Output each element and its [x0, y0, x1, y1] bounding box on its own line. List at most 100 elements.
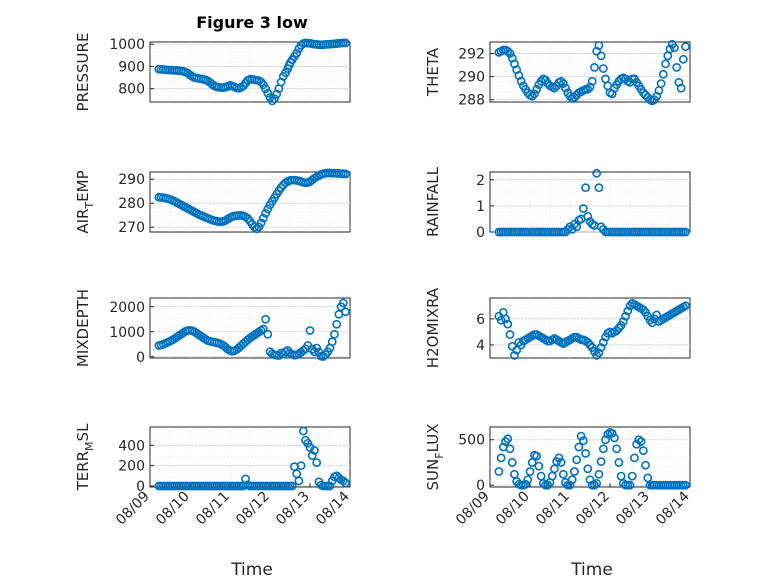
y-tick-label: 2: [476, 173, 485, 189]
data-point: [341, 307, 350, 317]
data-point: [596, 51, 606, 61]
data-point: [274, 351, 284, 360]
data-point: [530, 89, 539, 99]
y-tick-label: 290: [458, 70, 485, 86]
data-point: [661, 59, 670, 69]
y-tick-label: 0: [476, 478, 485, 494]
y-tick-label: 500: [458, 433, 485, 449]
data-point: [567, 475, 577, 485]
y-tick-label: 200: [118, 459, 145, 475]
data-point: [332, 319, 342, 329]
data-point: [681, 480, 690, 490]
data-point: [505, 330, 515, 339]
data-point: [672, 62, 682, 72]
y-tick-label: 800: [118, 82, 145, 98]
data-point: [503, 319, 513, 329]
subplot-terr_msl: 0 200 400 08/09 08/10 08/11 08/12 08/13 08/14 Tim…: [74, 423, 353, 580]
data-point: [592, 478, 602, 488]
data-point: [312, 343, 322, 353]
y-axis-label-rest: SL: [74, 423, 92, 442]
data-point: [572, 455, 582, 465]
x-tick-label: 08/10: [153, 489, 193, 529]
subplot-air_temp: 270 280 290 AIRTEMP: [74, 168, 351, 236]
data-point: [594, 41, 604, 50]
data-point: [625, 480, 635, 490]
data-point: [261, 314, 270, 324]
data-point: [618, 317, 628, 326]
data-point: [532, 84, 542, 94]
data-point: [263, 329, 273, 339]
y-axis-label: SUNFLUX: [424, 424, 446, 491]
data-point: [610, 433, 619, 443]
data-point: [325, 481, 335, 491]
data-point: [292, 48, 302, 58]
data-point: [550, 83, 559, 93]
data-point: [676, 83, 686, 93]
data-point: [638, 446, 648, 456]
data-point: [614, 458, 624, 467]
data-point: [594, 183, 604, 193]
data-point: [554, 453, 564, 463]
y-axis-label: PRESSURE: [74, 33, 92, 112]
data-point: [598, 337, 608, 347]
data-point: [630, 453, 639, 463]
x-tick-label: 08/11: [533, 489, 573, 529]
data-point: [525, 467, 535, 476]
subplot-mixdepth: 0 1000 2000 MIXDEPTH: [74, 289, 351, 367]
y-axis-label: TERRMSL: [74, 423, 96, 492]
data-point: [601, 435, 610, 445]
subplot-rainfall: 0 1 2 RAINFALL: [424, 166, 691, 241]
data-point: [558, 79, 568, 88]
data-point: [258, 213, 268, 223]
data-point: [287, 481, 297, 491]
data-point: [561, 83, 570, 93]
y-tick-label: 2000: [109, 300, 145, 316]
data-point: [638, 88, 648, 98]
y-tick-label: 290: [118, 172, 145, 188]
y-axis-label-main: AIR: [74, 209, 92, 234]
data-point: [556, 458, 566, 467]
data-point: [656, 79, 666, 88]
y-axis-label-subscript: F: [433, 452, 446, 458]
data-point: [594, 348, 604, 358]
data-point: [298, 426, 308, 436]
data-point: [341, 38, 350, 48]
data-point: [627, 471, 637, 481]
x-tick-label: 08/12: [233, 489, 273, 529]
y-tick-label: 1: [476, 199, 485, 215]
data-point: [527, 91, 537, 101]
y-axis-label: RAINFALL: [424, 166, 442, 237]
y-axis-label-main: THETA: [424, 47, 442, 97]
y-axis-label-main: H2OMIXRA: [424, 287, 442, 368]
data-point: [307, 451, 317, 460]
data-point: [494, 467, 504, 476]
x-axis-label: Time: [230, 560, 273, 580]
data-point: [501, 314, 510, 324]
data-point: [612, 444, 622, 454]
data-point: [596, 457, 606, 466]
x-tick-label: 08/14: [653, 488, 693, 528]
data-point: [583, 211, 593, 221]
data-point: [276, 77, 286, 87]
data-point: [634, 435, 644, 445]
data-point: [521, 479, 530, 489]
data-point: [590, 62, 599, 72]
data-point: [565, 480, 575, 490]
y-tick-label: 288: [458, 93, 485, 109]
data-point: [305, 326, 315, 335]
data-point: [681, 301, 690, 311]
data-point: [512, 345, 522, 355]
data-point: [505, 49, 515, 58]
data-point: [590, 480, 599, 490]
y-tick-label: 270: [118, 220, 145, 236]
data-point: [558, 469, 568, 479]
y-axis-label: MIXDEPTH: [74, 289, 92, 367]
y-tick-label: 1000: [109, 325, 145, 341]
data-point: [327, 337, 337, 347]
data-point: [496, 453, 506, 463]
data-point: [581, 448, 590, 458]
y-axis-label-main: RAINFALL: [424, 166, 442, 237]
figure-title: Figure 3 low: [196, 13, 308, 32]
